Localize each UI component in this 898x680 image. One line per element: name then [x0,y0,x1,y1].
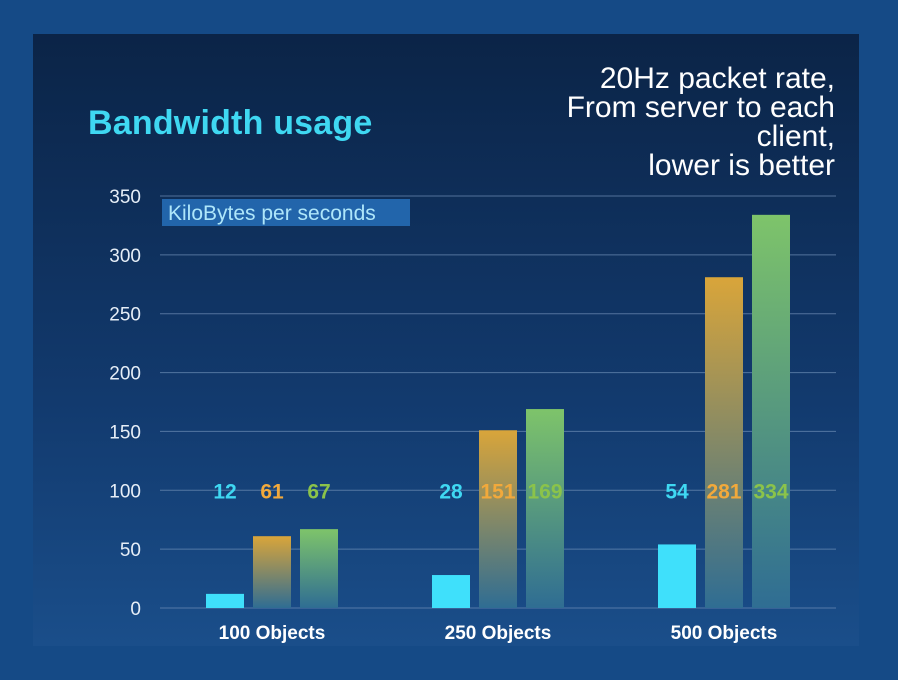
note-line-4: lower is better [648,149,835,182]
y-tick-label-150: 150 [109,422,141,443]
bar-1-2 [253,536,291,608]
y-tick-label-300: 300 [109,246,141,267]
value-label-2-2: 151 [480,480,515,503]
value-label-3-1: 54 [665,480,689,503]
unit-label-box [162,199,410,226]
value-label-1-2: 61 [260,480,284,503]
bar-2-3 [526,409,564,608]
chart-note: 20Hz packet rate, From server to each cl… [475,62,835,182]
bar-3-3 [752,214,790,608]
note-line-3: client, [756,120,835,153]
bar-3-2 [705,277,743,608]
value-label-3-3: 334 [753,480,788,503]
bar-3-1 [658,544,696,608]
bar-2-2 [479,430,517,608]
value-label-1-1: 12 [213,480,236,503]
chart-title: Bandwidth usage [88,104,373,142]
value-label-3-2: 281 [706,480,741,503]
y-tick-label-200: 200 [109,364,141,385]
bar-1-3 [300,529,338,608]
category-label-1: 100 Objects [219,623,326,644]
category-label-3: 500 Objects [671,623,778,644]
value-label-1-3: 67 [307,480,330,503]
y-tick-label-250: 250 [109,305,141,326]
note-line-2: From server to each [566,91,835,124]
y-tick-label-350: 350 [109,187,141,208]
y-tick-label-0: 0 [130,599,141,620]
value-label-2-1: 28 [439,480,463,503]
category-label-2: 250 Objects [445,623,552,644]
value-label-2-3: 169 [527,480,562,503]
note-line-1: 20Hz packet rate, [599,62,835,95]
y-tick-label-50: 50 [120,540,141,561]
bar-1-1 [206,593,244,608]
bar-2-1 [432,575,470,608]
y-tick-label-100: 100 [109,481,141,502]
unit-label: KiloBytes per seconds [168,202,376,225]
